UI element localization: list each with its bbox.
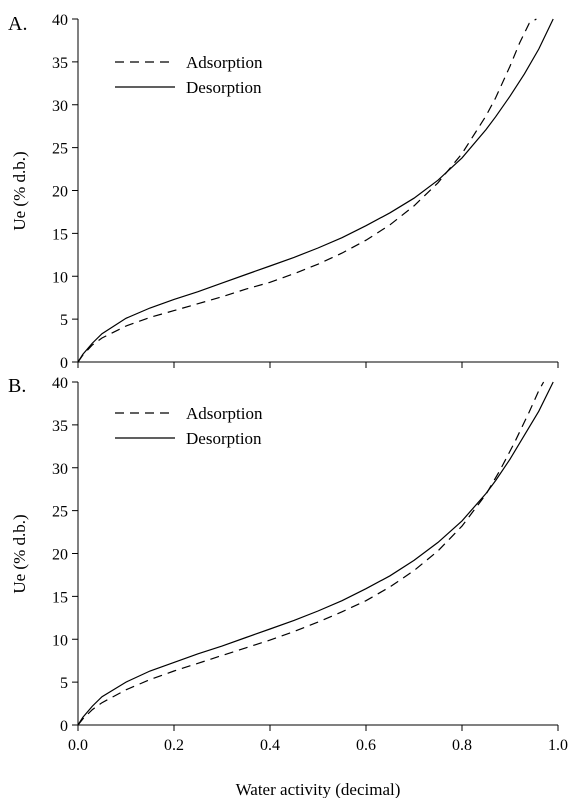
panel-a-y-tick-label-6: 30 bbox=[52, 98, 68, 115]
panel-a-y-tick-label-8: 40 bbox=[52, 12, 68, 29]
panel-b-y-tick-label-0: 0 bbox=[60, 718, 68, 735]
panel-a-y-tick-label-7: 35 bbox=[52, 55, 68, 72]
panel-b-x-tick-label-4: 0.8 bbox=[452, 737, 472, 754]
panel-b-y-tick-label-1: 5 bbox=[60, 675, 68, 692]
panel-a-curves bbox=[77, 18, 554, 363]
panel-b-x-axis-title: Water activity (decimal) bbox=[236, 780, 401, 798]
panel-b-legend: Adsorption Desorption bbox=[115, 404, 263, 448]
panel-a-ticks: 0 5 10 15 20 25 30 35 40 bbox=[52, 12, 559, 372]
panel-b-series-desorption-line bbox=[77, 381, 554, 726]
panel-b-x-tick-label-2: 0.4 bbox=[260, 737, 280, 754]
panel-b-label: B. bbox=[8, 375, 26, 397]
panel-a-legend: Adsorption Desorption bbox=[115, 53, 263, 97]
panel-a-y-tick-label-2: 10 bbox=[52, 269, 68, 286]
panel-b-ticks: 0 5 10 15 20 25 30 35 40 0.0 0.2 0.4 0.6 0.8 1.0 bbox=[52, 375, 568, 754]
panel-b-legend-label-adsorption: Adsorption bbox=[186, 404, 263, 423]
panel-a-y-tick-label-4: 20 bbox=[52, 184, 68, 201]
panel-a-legend-label-adsorption: Adsorption bbox=[186, 53, 263, 72]
panel-a: A. 0 5 10 15 20 25 30 35 40 Ue (% d.b.) Adsorpti… bbox=[8, 12, 559, 372]
panel-a-series-adsorption-line bbox=[77, 18, 537, 363]
panel-a-y-tick-label-5: 25 bbox=[52, 141, 68, 158]
panel-b-y-tick-label-8: 40 bbox=[52, 375, 68, 392]
panel-a-label: A. bbox=[8, 13, 27, 35]
panel-b-x-tick-label-1: 0.2 bbox=[164, 737, 184, 754]
panel-b-y-tick-label-2: 10 bbox=[52, 632, 68, 649]
panel-b-y-tick-label-7: 35 bbox=[52, 418, 68, 435]
panel-a-legend-label-desorption: Desorption bbox=[186, 78, 262, 97]
panel-b-y-axis-title: Ue (% d.b.) bbox=[10, 514, 29, 593]
panel-b-curves bbox=[77, 381, 554, 726]
panel-a-series-desorption-line bbox=[77, 18, 554, 363]
panel-b-y-tick-label-3: 15 bbox=[52, 589, 68, 606]
panel-a-y-tick-label-1: 5 bbox=[60, 312, 68, 329]
panel-b-y-tick-label-6: 30 bbox=[52, 461, 68, 478]
panel-b-x-tick-label-5: 1.0 bbox=[548, 737, 568, 754]
panel-b-y-tick-label-4: 20 bbox=[52, 547, 68, 564]
panel-b-x-tick-label-3: 0.6 bbox=[356, 737, 376, 754]
panel-b-x-tick-label-0: 0.0 bbox=[68, 737, 88, 754]
panel-a-y-axis-title: Ue (% d.b.) bbox=[10, 151, 29, 230]
panel-b-legend-label-desorption: Desorption bbox=[186, 429, 262, 448]
panel-b-series-adsorption-line bbox=[77, 381, 545, 726]
panel-b-y-tick-label-5: 25 bbox=[52, 504, 68, 521]
panel-a-y-tick-label-3: 15 bbox=[52, 226, 68, 243]
panel-a-y-tick-label-0: 0 bbox=[60, 355, 68, 372]
panel-b: B. 0 5 10 15 20 25 30 35 40 0.0 0.2 0.4 0.6 0.8 1.0 Ue… bbox=[8, 375, 568, 799]
